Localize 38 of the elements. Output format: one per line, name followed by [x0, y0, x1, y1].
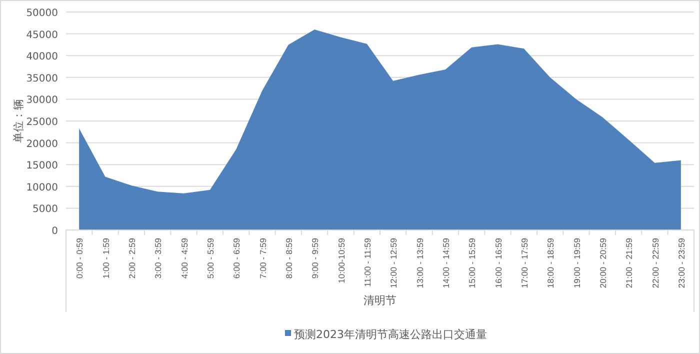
- x-tick-label: 19:00 - 19:59: [572, 238, 582, 288]
- y-tick-label: 10000: [26, 182, 58, 194]
- x-tick-label: 2:00 - 2:59: [126, 238, 137, 279]
- x-tick-label: 0:00 - 0:59: [74, 238, 85, 279]
- x-tick-label: 23:00 - 23:59: [676, 238, 686, 288]
- y-axis-title: 单位：辆: [12, 99, 25, 143]
- legend: 预测2023年清明节高速公路出口交通量: [285, 328, 487, 341]
- x-tick-label: 22:00 - 22:59: [650, 238, 660, 288]
- y-tick-label: 5000: [32, 204, 58, 216]
- x-tick-label: 13:00 - 13:59: [414, 238, 425, 288]
- x-tick-label: 4:00 - 4:59: [179, 238, 190, 279]
- y-tick-label: 15000: [26, 160, 58, 172]
- y-tick-label: 20000: [26, 138, 58, 150]
- x-tick-label: 21:00 - 21:59: [624, 238, 634, 288]
- x-tick-label: 16:00 - 16:59: [493, 238, 504, 288]
- x-tick-label: 5:00 - 5:59: [205, 238, 216, 279]
- x-tick-label: 10:00-10:59: [336, 238, 346, 284]
- x-tick-label: 15:00 - 15:59: [467, 238, 478, 288]
- x-tick-label: 17:00 - 17:59: [519, 238, 530, 288]
- x-tick-label: 18:00 - 18:59: [546, 238, 556, 288]
- y-tick-label: 35000: [26, 73, 58, 84]
- x-tick-label: 3:00 - 3:59: [153, 238, 164, 279]
- x-tick-label: 20:00 - 20:59: [598, 238, 608, 288]
- y-tick-label: 0: [52, 226, 58, 237]
- x-tick-label: 1:00 - 1:59: [100, 238, 111, 279]
- x-axis-title: 清明节: [364, 294, 396, 307]
- y-tick-label: 50000: [26, 8, 58, 19]
- y-tick-label: 30000: [26, 95, 58, 106]
- y-tick-label: 40000: [26, 52, 58, 63]
- y-tick-label: 25000: [26, 117, 58, 128]
- x-tick-label: 11:00 - 11:59: [362, 238, 372, 287]
- x-tick-label: 8:00 - 8:59: [284, 238, 294, 279]
- x-tick-label: 7:00 - 7:59: [258, 238, 268, 279]
- y-tick-label: 45000: [26, 30, 58, 41]
- x-tick-label: 6:00 - 6:59: [232, 238, 242, 279]
- x-tick-label: 12:00 - 12:59: [388, 238, 399, 288]
- x-tick-label: 9:00 - 9:59: [310, 238, 320, 279]
- x-tick-label: 14:00 - 14:59: [440, 238, 451, 288]
